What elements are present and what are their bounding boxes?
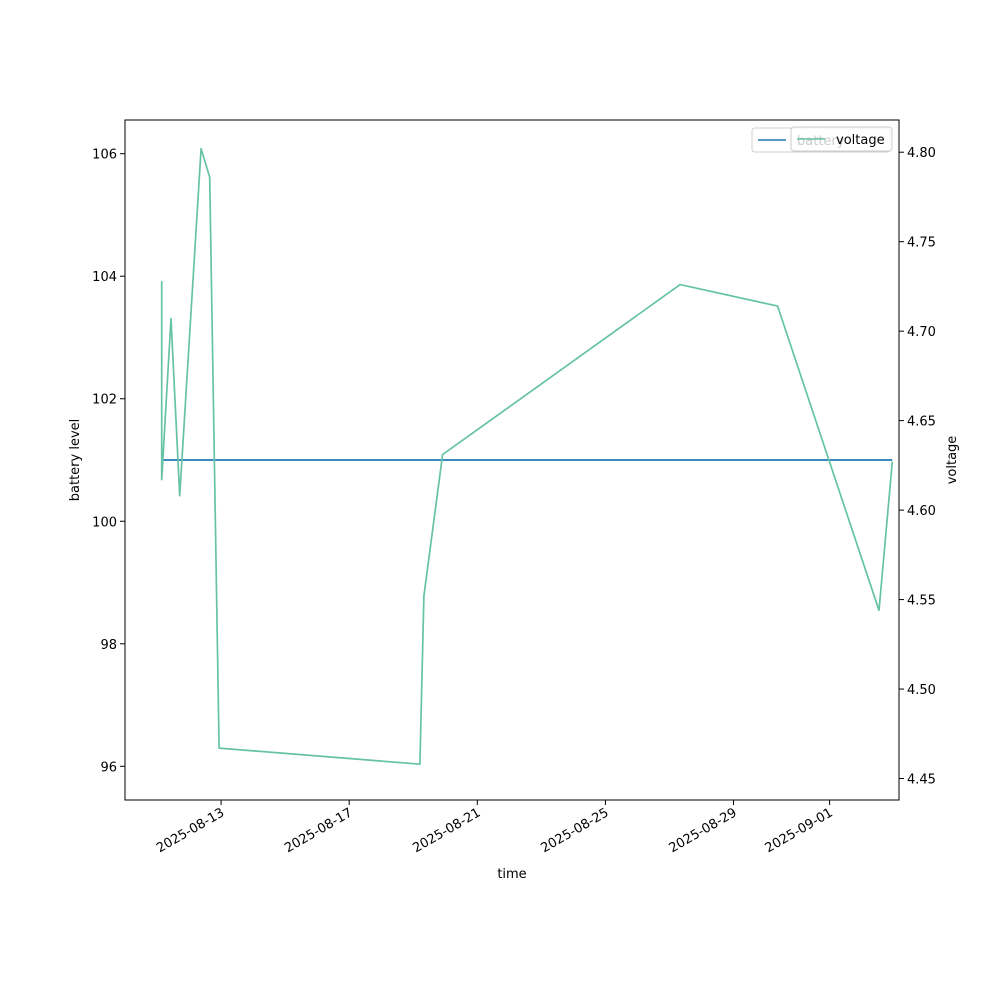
left-y-tick-label: 104 — [92, 270, 117, 285]
x-axis-label: time — [497, 867, 526, 882]
legend-voltage: voltage — [790, 126, 893, 152]
right-y-axis-label: voltage — [945, 436, 960, 485]
plot-area-border — [124, 119, 900, 801]
right-y-axis-ticks: 4.45 4.50 4.55 4.60 4.65 4.70 4.75 4.80 — [899, 146, 936, 788]
right-y-tick-label: 4.45 — [907, 773, 936, 788]
left-y-tick-label: 100 — [92, 515, 117, 530]
plot-lines — [160, 147, 894, 766]
right-y-tick-label: 4.70 — [907, 325, 936, 340]
right-y-tick-label: 4.80 — [907, 146, 936, 161]
legend-voltage-label: voltage — [836, 133, 885, 148]
series-line-voltage — [160, 147, 894, 766]
right-y-tick-label: 4.50 — [907, 683, 936, 698]
right-y-tick-label: 4.55 — [907, 594, 936, 609]
left-y-tick-label: 102 — [92, 393, 117, 408]
left-y-axis-label: battery level — [68, 419, 83, 502]
left-y-tick-label: 98 — [100, 638, 117, 653]
right-y-tick-label: 4.65 — [907, 415, 936, 430]
right-y-tick-label: 4.60 — [907, 504, 936, 519]
left-y-axis-ticks: 96 98 100 102 104 106 — [92, 148, 125, 775]
right-y-tick-label: 4.75 — [907, 236, 936, 251]
axes-frame — [124, 119, 900, 801]
left-y-tick-label: 96 — [100, 760, 117, 775]
left-y-tick-label: 106 — [92, 148, 117, 163]
legend-voltage-frame — [790, 126, 893, 152]
